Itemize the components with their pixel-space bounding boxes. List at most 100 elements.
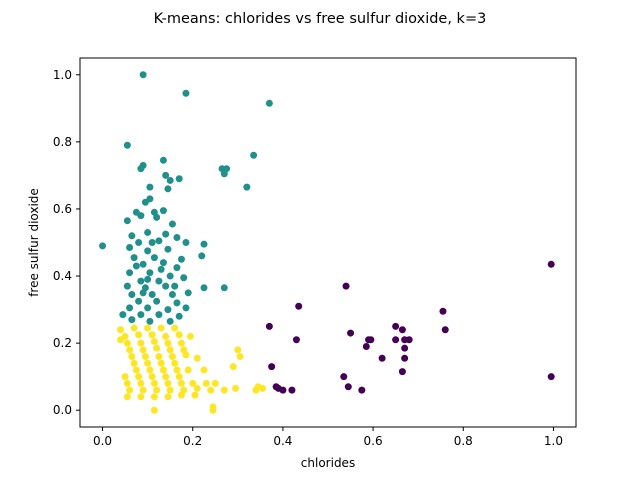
cluster-1-point-43 — [159, 259, 167, 267]
cluster-2-point-64 — [236, 353, 244, 361]
cluster-2-point-7 — [148, 331, 156, 339]
cluster-0-point-8 — [340, 373, 348, 381]
cluster-2-point-9 — [175, 331, 183, 339]
cluster-1-point-56 — [128, 291, 136, 298]
cluster-1-point-1 — [182, 89, 190, 97]
cluster-0-point-23 — [398, 368, 406, 376]
cluster-2-point-43 — [177, 379, 185, 387]
y-tick-label-4: 0.8 — [53, 135, 72, 149]
y-tick-label-0: 0.0 — [53, 403, 72, 417]
x-tick-label-1: 0.2 — [183, 434, 202, 448]
cluster-2-point-0 — [117, 326, 125, 334]
cluster-1-point-16 — [243, 183, 251, 191]
cluster-2-point-48 — [153, 386, 161, 394]
y-tick-label-5: 1.0 — [53, 68, 72, 82]
cluster-2-point-73 — [117, 336, 125, 344]
cluster-1-point-46 — [146, 269, 154, 277]
cluster-2-point-19 — [166, 346, 174, 354]
cluster-1-point-21 — [159, 207, 167, 215]
cluster-2-point-11 — [123, 339, 131, 347]
cluster-2-point-26 — [130, 359, 138, 367]
cluster-0-point-24 — [405, 336, 413, 344]
cluster-1-point-44 — [173, 264, 181, 272]
cluster-1-point-59 — [184, 289, 192, 297]
cluster-0-point-15 — [367, 336, 375, 344]
cluster-0-point-16 — [378, 354, 386, 362]
cluster-2-point-61 — [209, 406, 217, 414]
cluster-2-point-55 — [137, 393, 145, 401]
cluster-2-point-51 — [193, 384, 201, 392]
cluster-1-point-55 — [220, 284, 228, 292]
cluster-2-point-58 — [177, 391, 185, 399]
cluster-2-point-6 — [135, 331, 143, 339]
cluster-1-point-27 — [144, 228, 152, 236]
cluster-1-point-51 — [123, 282, 131, 290]
cluster-1-point-64 — [144, 304, 152, 312]
cluster-1-point-70 — [175, 312, 183, 320]
cluster-0-point-17 — [392, 322, 400, 330]
cluster-0-point-9 — [342, 282, 350, 290]
cluster-2-point-8 — [162, 332, 170, 340]
cluster-2-point-17 — [139, 346, 147, 354]
x-axis-ticks: 0.0 0.2 0.4 0.6 0.8 1.0 — [93, 427, 563, 448]
cluster-1-point-28 — [162, 230, 170, 238]
cluster-0-point-5 — [288, 386, 296, 394]
cluster-1-point-58 — [168, 291, 176, 298]
x-tick-label-4: 0.8 — [454, 434, 473, 448]
cluster-2-point-63 — [234, 346, 242, 354]
cluster-1-point-68 — [137, 311, 145, 319]
cluster-1-point-42 — [139, 260, 147, 268]
cluster-2-point-56 — [150, 393, 158, 401]
cluster-2-point-72 — [200, 366, 208, 374]
cluster-2-point-57 — [164, 393, 172, 401]
cluster-2-point-53 — [220, 386, 228, 394]
cluster-1-point-30 — [135, 239, 143, 246]
cluster-0-point-6 — [292, 336, 300, 344]
cluster-1-point-67 — [119, 311, 127, 319]
cluster-2-point-2 — [144, 324, 152, 332]
cluster-1-point-2 — [265, 99, 273, 107]
cluster-2-point-15 — [177, 339, 185, 347]
cluster-2-point-30 — [132, 366, 140, 374]
cluster-1-point-79 — [144, 275, 152, 283]
cluster-2-point-74 — [184, 366, 192, 374]
cluster-1-point-7 — [162, 171, 170, 179]
cluster-1-point-54 — [200, 284, 208, 292]
cluster-0-point-26 — [441, 326, 449, 334]
cluster-1-point-31 — [155, 237, 163, 245]
cluster-2-point-52 — [207, 386, 215, 394]
cluster-2-point-71 — [229, 363, 237, 371]
cluster-2-point-10 — [186, 332, 194, 340]
cluster-1-point-12 — [223, 165, 231, 173]
cluster-2-point-47 — [139, 386, 147, 394]
cluster-2-point-27 — [144, 359, 152, 367]
cluster-2-point-23 — [155, 353, 163, 361]
cluster-1-point-24 — [153, 213, 161, 221]
cluster-1-point-37 — [164, 245, 172, 253]
cluster-2-point-22 — [141, 353, 149, 361]
cluster-2-point-32 — [159, 366, 167, 374]
cluster-2-point-49 — [166, 386, 174, 394]
cluster-1-point-32 — [182, 239, 190, 246]
cluster-1-point-25 — [168, 220, 176, 228]
cluster-1-point-5 — [137, 165, 145, 173]
cluster-2-point-66 — [232, 384, 240, 392]
cluster-1-point-47 — [166, 272, 174, 280]
cluster-0-point-21 — [401, 344, 409, 352]
cluster-0-point-25 — [439, 307, 447, 315]
y-tick-label-1: 0.2 — [53, 336, 72, 350]
cluster-1-point-75 — [157, 265, 165, 273]
cluster-0-point-18 — [392, 336, 400, 344]
cluster-1-point-62 — [173, 299, 181, 307]
cluster-2-point-70 — [211, 379, 219, 387]
cluster-2-point-28 — [157, 359, 165, 367]
cluster-1-point-71 — [128, 316, 136, 324]
cluster-1-point-26 — [128, 232, 136, 240]
x-tick-label-3: 0.6 — [364, 434, 383, 448]
chart-title: K-means: chlorides vs free sulfur dioxid… — [154, 11, 487, 27]
cluster-1-point-50 — [155, 277, 163, 285]
cluster-1-point-22 — [123, 217, 131, 225]
cluster-1-point-48 — [180, 274, 188, 282]
